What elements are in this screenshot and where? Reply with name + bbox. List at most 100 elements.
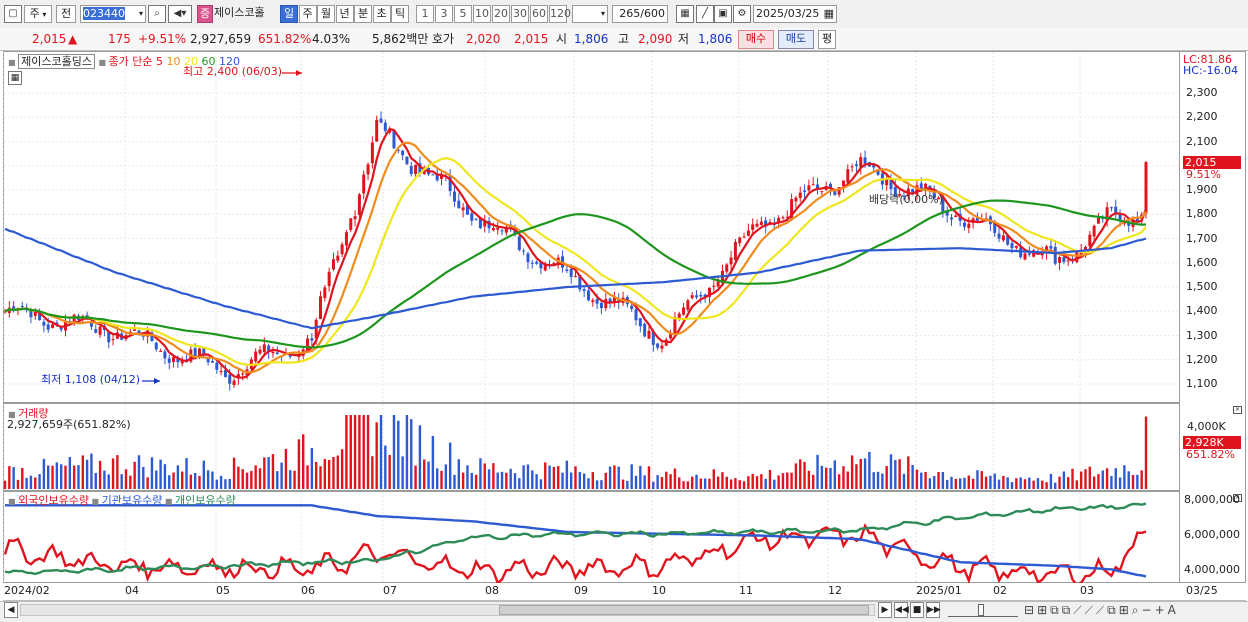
search-icon[interactable]: ⌕ bbox=[148, 5, 166, 23]
copy-icon[interactable]: ⧉ bbox=[1107, 603, 1119, 617]
zoom-slider-handle[interactable] bbox=[978, 604, 984, 616]
tick-option-10[interactable]: 10 bbox=[473, 5, 491, 23]
x-axis-label: 03 bbox=[1080, 584, 1094, 597]
date-input[interactable]: 2025/03/25 ▦ bbox=[753, 5, 837, 23]
price-legend-name[interactable]: 제이스코홀딩스 bbox=[18, 54, 95, 69]
volume-bar bbox=[1127, 471, 1130, 489]
chart-type-icon[interactable]: ▦ bbox=[676, 5, 694, 23]
scroll-right-icon[interactable]: ▶ bbox=[878, 602, 892, 618]
layout-icon[interactable]: ⊞ bbox=[1037, 603, 1051, 617]
split-view-icon[interactable]: ⊟ bbox=[1024, 603, 1038, 617]
volume-bar bbox=[444, 464, 448, 489]
period-select[interactable]: 주 ▾ bbox=[24, 5, 52, 23]
scroll-left-icon[interactable]: ◀ bbox=[4, 602, 18, 618]
save-icon[interactable]: ▣ bbox=[714, 5, 732, 23]
scrollbar-track[interactable] bbox=[20, 604, 875, 616]
candle-body bbox=[893, 187, 897, 197]
candle-body bbox=[941, 196, 945, 212]
candle-body bbox=[20, 306, 24, 308]
tick-option-20[interactable]: 20 bbox=[492, 5, 510, 23]
zoom-in-icon[interactable]: + bbox=[1154, 603, 1168, 617]
quote-change: 175 bbox=[108, 32, 131, 46]
volume-bar bbox=[1002, 475, 1005, 489]
candle-body bbox=[357, 194, 361, 215]
volume-bar bbox=[410, 419, 413, 489]
tick-option-30[interactable]: 30 bbox=[511, 5, 529, 23]
candle-body bbox=[206, 356, 210, 363]
candle-body bbox=[474, 218, 478, 220]
volume-bar bbox=[971, 478, 975, 489]
candle-body bbox=[811, 184, 815, 186]
font-size-icon[interactable]: A bbox=[1167, 603, 1179, 617]
prev-button[interactable]: 전 bbox=[56, 5, 76, 23]
tick-option-1[interactable]: 1 bbox=[416, 5, 434, 23]
candle-body bbox=[530, 262, 534, 264]
tick-option-5[interactable]: 5 bbox=[454, 5, 472, 23]
volume-bar bbox=[548, 465, 551, 489]
stop-icon[interactable]: ■ bbox=[910, 602, 924, 618]
candle-body bbox=[764, 220, 768, 227]
count-input[interactable]: 265/600 bbox=[612, 5, 668, 23]
volume-bar bbox=[760, 474, 763, 489]
period-tab-3[interactable]: 년 bbox=[335, 5, 354, 23]
candle-body bbox=[111, 339, 115, 341]
volume-close-icon[interactable]: × bbox=[1233, 406, 1242, 414]
rewind-icon[interactable]: ◀◀ bbox=[894, 602, 909, 618]
candle-body bbox=[418, 163, 422, 174]
candle-body bbox=[379, 118, 383, 123]
grid-icon[interactable]: ⊞ bbox=[1118, 603, 1132, 617]
candle-body bbox=[850, 166, 854, 168]
calendar-icon[interactable]: ▦ bbox=[823, 7, 834, 20]
gear-icon[interactable]: ⚙ bbox=[733, 5, 751, 23]
candle-body bbox=[993, 222, 997, 233]
period-tab-4[interactable]: 분 bbox=[354, 5, 372, 23]
candle-body bbox=[137, 330, 141, 334]
fib-icon[interactable]: ⟋ bbox=[1095, 603, 1108, 617]
event-marker: 배당락(0,00%) bbox=[869, 193, 943, 206]
stock-code-input[interactable]: 023440 ▾ bbox=[80, 5, 146, 23]
volume-bar bbox=[289, 470, 292, 489]
period-tab-1[interactable]: 주 bbox=[298, 5, 317, 23]
overlay-icon[interactable]: ⧉ bbox=[1050, 603, 1062, 617]
holdings-close-icon[interactable]: × bbox=[1233, 494, 1242, 502]
volume-bar bbox=[181, 471, 184, 489]
table-view-icon[interactable]: ▦ bbox=[8, 71, 22, 85]
zoom-out-icon[interactable]: − bbox=[1141, 603, 1155, 617]
candle-body bbox=[746, 230, 750, 236]
volume-bar bbox=[366, 415, 370, 489]
zoom-slider[interactable] bbox=[948, 604, 1018, 617]
volume-bar bbox=[889, 454, 893, 489]
draw-tool-icon[interactable]: ╱ bbox=[696, 5, 714, 23]
volume-bar bbox=[855, 464, 858, 489]
tick-custom-select[interactable]: ▾ bbox=[572, 5, 608, 23]
tick-option-60[interactable]: 60 bbox=[530, 5, 548, 23]
tick-option-3[interactable]: 3 bbox=[435, 5, 453, 23]
volume-bar bbox=[345, 415, 348, 489]
tick-option-120[interactable]: 120 bbox=[549, 5, 571, 23]
candle-body bbox=[362, 174, 366, 194]
period-tab-0[interactable]: 일 bbox=[280, 5, 298, 23]
eval-button[interactable]: 평 bbox=[818, 30, 836, 49]
volume-bar bbox=[807, 470, 811, 489]
volume-panel[interactable] bbox=[3, 403, 1180, 491]
scrollbar-thumb[interactable] bbox=[499, 605, 869, 615]
line-tool-icon[interactable]: ⟋ bbox=[1084, 603, 1096, 617]
candle-body bbox=[539, 261, 543, 269]
candle-body bbox=[1092, 225, 1096, 237]
candle-body bbox=[68, 321, 72, 323]
forward-icon[interactable]: ▶▶ bbox=[926, 602, 941, 618]
compare-icon[interactable]: ⧉ bbox=[1061, 603, 1074, 617]
period-tab-6[interactable]: 틱 bbox=[391, 5, 409, 23]
volume-bar bbox=[794, 463, 798, 489]
sell-button[interactable]: 매도 bbox=[778, 30, 814, 49]
volume-bar bbox=[388, 455, 391, 489]
zoom-search-icon[interactable]: ⌕ bbox=[1131, 603, 1142, 617]
period-tab-2[interactable]: 월 bbox=[317, 5, 335, 23]
period-tab-5[interactable]: 초 bbox=[372, 5, 391, 23]
buy-button[interactable]: 매수 bbox=[738, 30, 774, 49]
price-panel[interactable] bbox=[3, 51, 1180, 403]
window-menu-icon[interactable]: ▢ bbox=[4, 5, 22, 23]
volume-bar bbox=[500, 471, 504, 489]
trend-icon[interactable]: ⟋ bbox=[1073, 603, 1085, 617]
speaker-icon[interactable]: ◀▾ bbox=[168, 5, 192, 23]
